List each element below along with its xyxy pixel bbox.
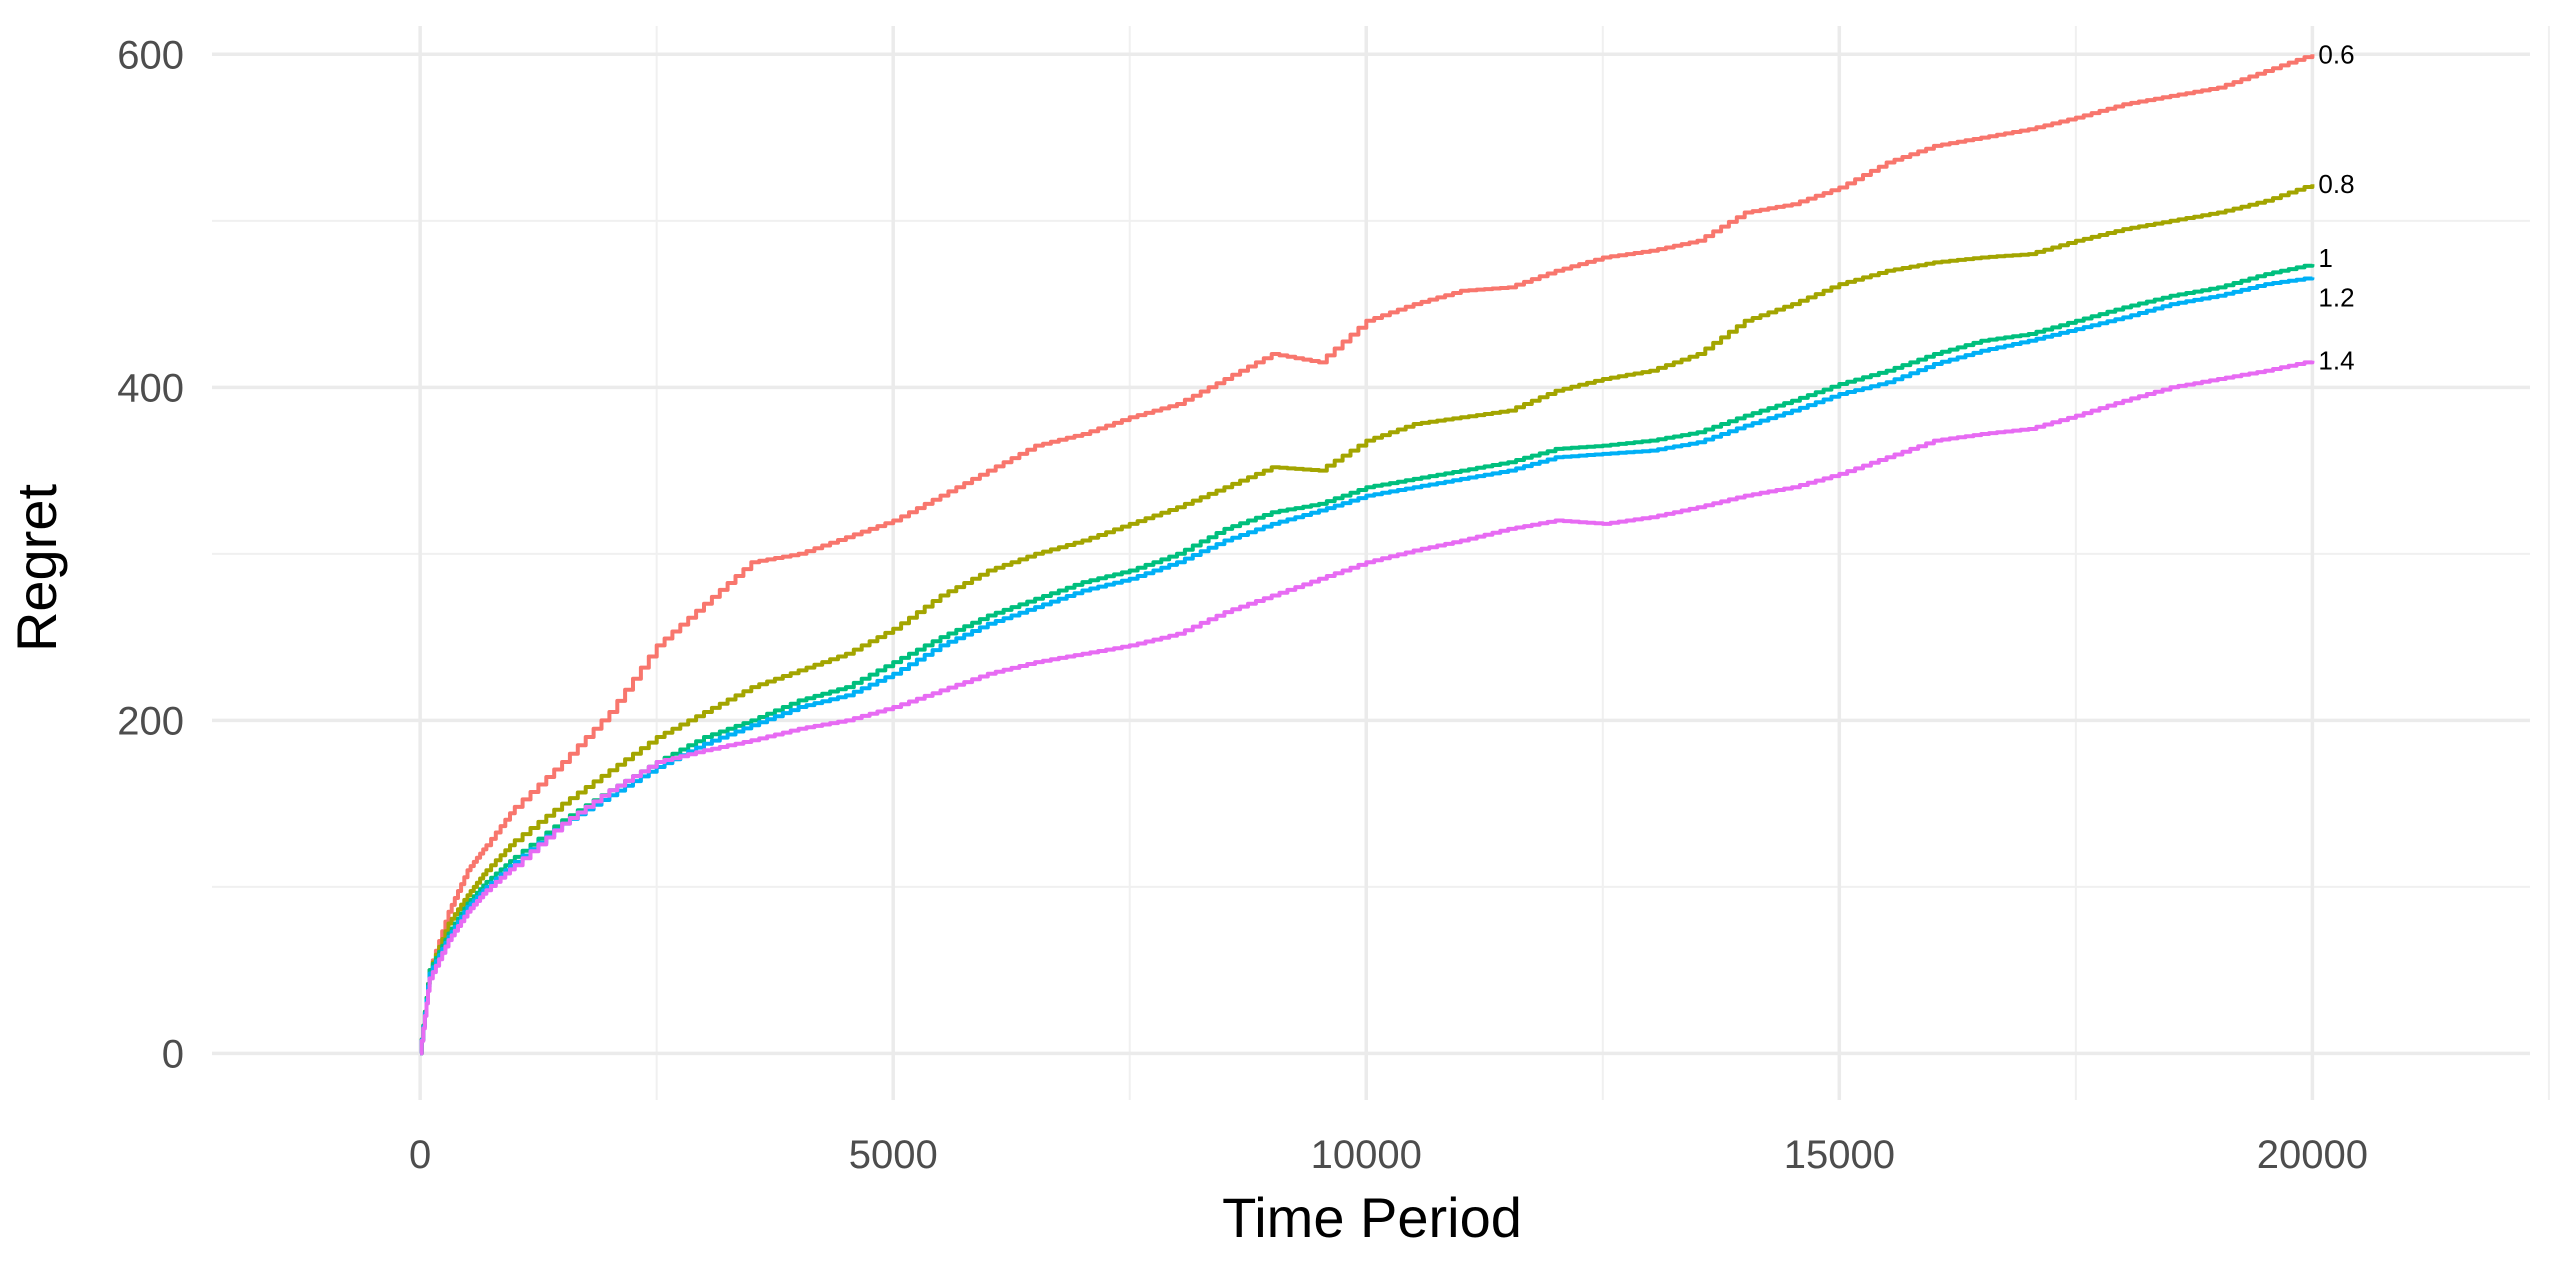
y-tick-label: 400 — [117, 366, 184, 410]
x-tick-label: 5000 — [849, 1133, 938, 1177]
series-line-1-4 — [419, 360, 2315, 1056]
x-tick-label: 20000 — [2257, 1133, 2368, 1177]
y-tick-label: 200 — [117, 699, 184, 743]
series-end-labels: 0.6 0.8 1 1.2 1.4 — [2318, 39, 2354, 375]
series-lines — [419, 54, 2315, 1056]
series-end-label: 1.2 — [2318, 282, 2354, 312]
series-end-label: 0.6 — [2318, 39, 2354, 69]
x-tick-label: 10000 — [1311, 1133, 1422, 1177]
x-axis-title: Time Period — [1222, 1186, 1522, 1249]
minor-gridlines — [212, 26, 2550, 1100]
series-line-0-8 — [419, 184, 2315, 1056]
y-axis-tick-labels: 0 200 400 600 — [117, 33, 184, 1076]
major-gridlines — [212, 26, 2530, 1100]
y-tick-label: 0 — [162, 1032, 184, 1076]
y-tick-label: 600 — [117, 33, 184, 77]
series-line-0-6 — [419, 54, 2315, 1056]
x-tick-label: 15000 — [1784, 1133, 1895, 1177]
series-end-label: 0.8 — [2318, 169, 2354, 199]
x-axis-tick-labels: 0 5000 10000 15000 20000 — [409, 1133, 2368, 1177]
y-axis-title: Regret — [5, 484, 68, 653]
series-end-label: 1.4 — [2318, 346, 2354, 376]
x-tick-label: 0 — [409, 1133, 431, 1177]
series-end-label: 1 — [2318, 243, 2332, 273]
